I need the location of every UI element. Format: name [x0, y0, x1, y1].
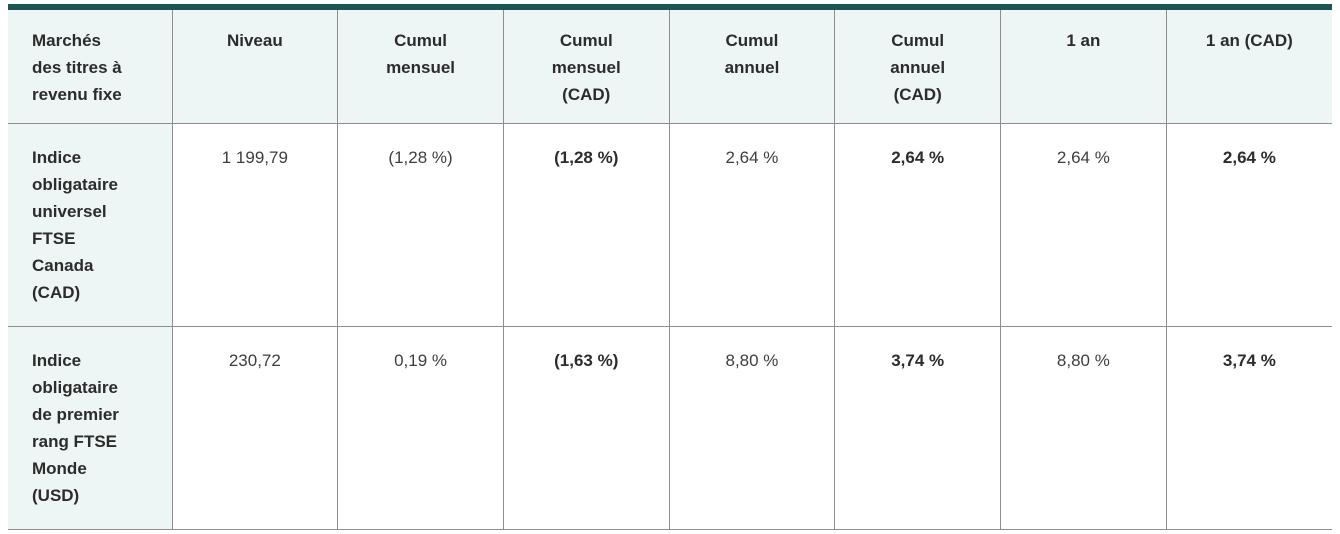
- header-row: Marchés des titres à revenu fixe Niveau …: [8, 10, 1332, 124]
- column-header-niveau: Niveau: [172, 10, 339, 124]
- column-header-cumul-mensuel: Cumul mensuel: [337, 10, 504, 124]
- fixed-income-markets-table: Marchés des titres à revenu fixe Niveau …: [8, 4, 1332, 530]
- value-cell-cumul-annuel: 8,80 %: [669, 326, 836, 530]
- table-row: Indice obligataire universel FTSE Canada…: [8, 123, 1332, 327]
- value-cell-cumul-annuel: 2,64 %: [669, 123, 836, 327]
- value-cell-cumul-mensuel-cad: (1,28 %): [503, 123, 670, 327]
- value-cell-1an-cad: 3,74 %: [1166, 326, 1332, 530]
- column-header-1an: 1 an: [1000, 10, 1167, 124]
- value-cell-cumul-annuel-cad: 3,74 %: [834, 326, 1002, 530]
- value-cell-cumul-mensuel: 0,19 %: [337, 326, 504, 530]
- value-cell-1an-cad: 2,64 %: [1166, 123, 1332, 327]
- column-header-markets: Marchés des titres à revenu fixe: [8, 10, 173, 124]
- value-cell-niveau: 230,72: [172, 326, 339, 530]
- column-header-cumul-annuel: Cumul annuel: [669, 10, 836, 124]
- value-cell-cumul-annuel-cad: 2,64 %: [834, 123, 1002, 327]
- value-cell-1an: 2,64 %: [1000, 123, 1167, 327]
- table-row: Indice obligataire de premier rang FTSE …: [8, 326, 1332, 530]
- value-cell-1an: 8,80 %: [1000, 326, 1167, 530]
- row-label-ftse-monde: Indice obligataire de premier rang FTSE …: [8, 326, 173, 530]
- row-label-ftse-canada: Indice obligataire universel FTSE Canada…: [8, 123, 173, 327]
- value-cell-cumul-mensuel-cad: (1,63 %): [503, 326, 670, 530]
- column-header-cumul-mensuel-cad: Cumul mensuel (CAD): [503, 10, 670, 124]
- data-table: Marchés des titres à revenu fixe Niveau …: [8, 10, 1332, 530]
- column-header-1an-cad: 1 an (CAD): [1166, 10, 1332, 124]
- value-cell-niveau: 1 199,79: [172, 123, 339, 327]
- value-cell-cumul-mensuel: (1,28 %): [337, 123, 504, 327]
- column-header-cumul-annuel-cad: Cumul annuel (CAD): [834, 10, 1002, 124]
